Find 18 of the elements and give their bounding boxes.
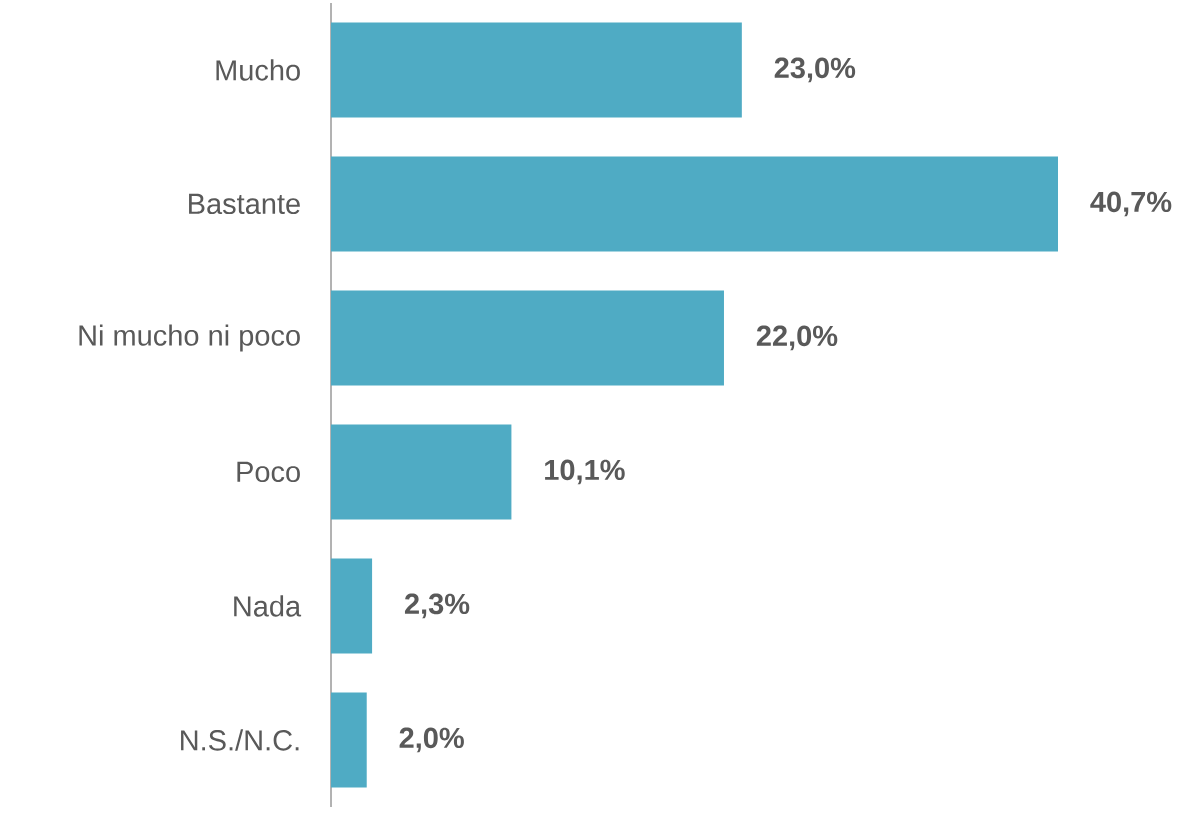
y-tick-label: N.S./N.C.: [181, 729, 299, 751]
y-tick-label: Bastante: [189, 193, 300, 215]
bar: [331, 156, 1058, 252]
bar: [331, 22, 742, 118]
bar: [331, 424, 512, 520]
bar: [331, 692, 367, 788]
data-label: 22,0%: [756, 325, 838, 351]
y-tick-label: Nada: [234, 595, 302, 617]
data-label: 23,0%: [774, 57, 856, 83]
y-tick-label: Ni mucho ni poco: [79, 324, 300, 352]
data-label: 40,7%: [1090, 191, 1172, 217]
bar: [331, 290, 724, 386]
data-label: 10,1%: [545, 459, 625, 485]
bar: [331, 558, 373, 654]
y-tick-label: Mucho: [216, 59, 300, 81]
y-tick-label: Poco: [237, 461, 300, 483]
data-label: 2,0%: [399, 727, 464, 753]
data-label: 2,3%: [404, 593, 470, 619]
